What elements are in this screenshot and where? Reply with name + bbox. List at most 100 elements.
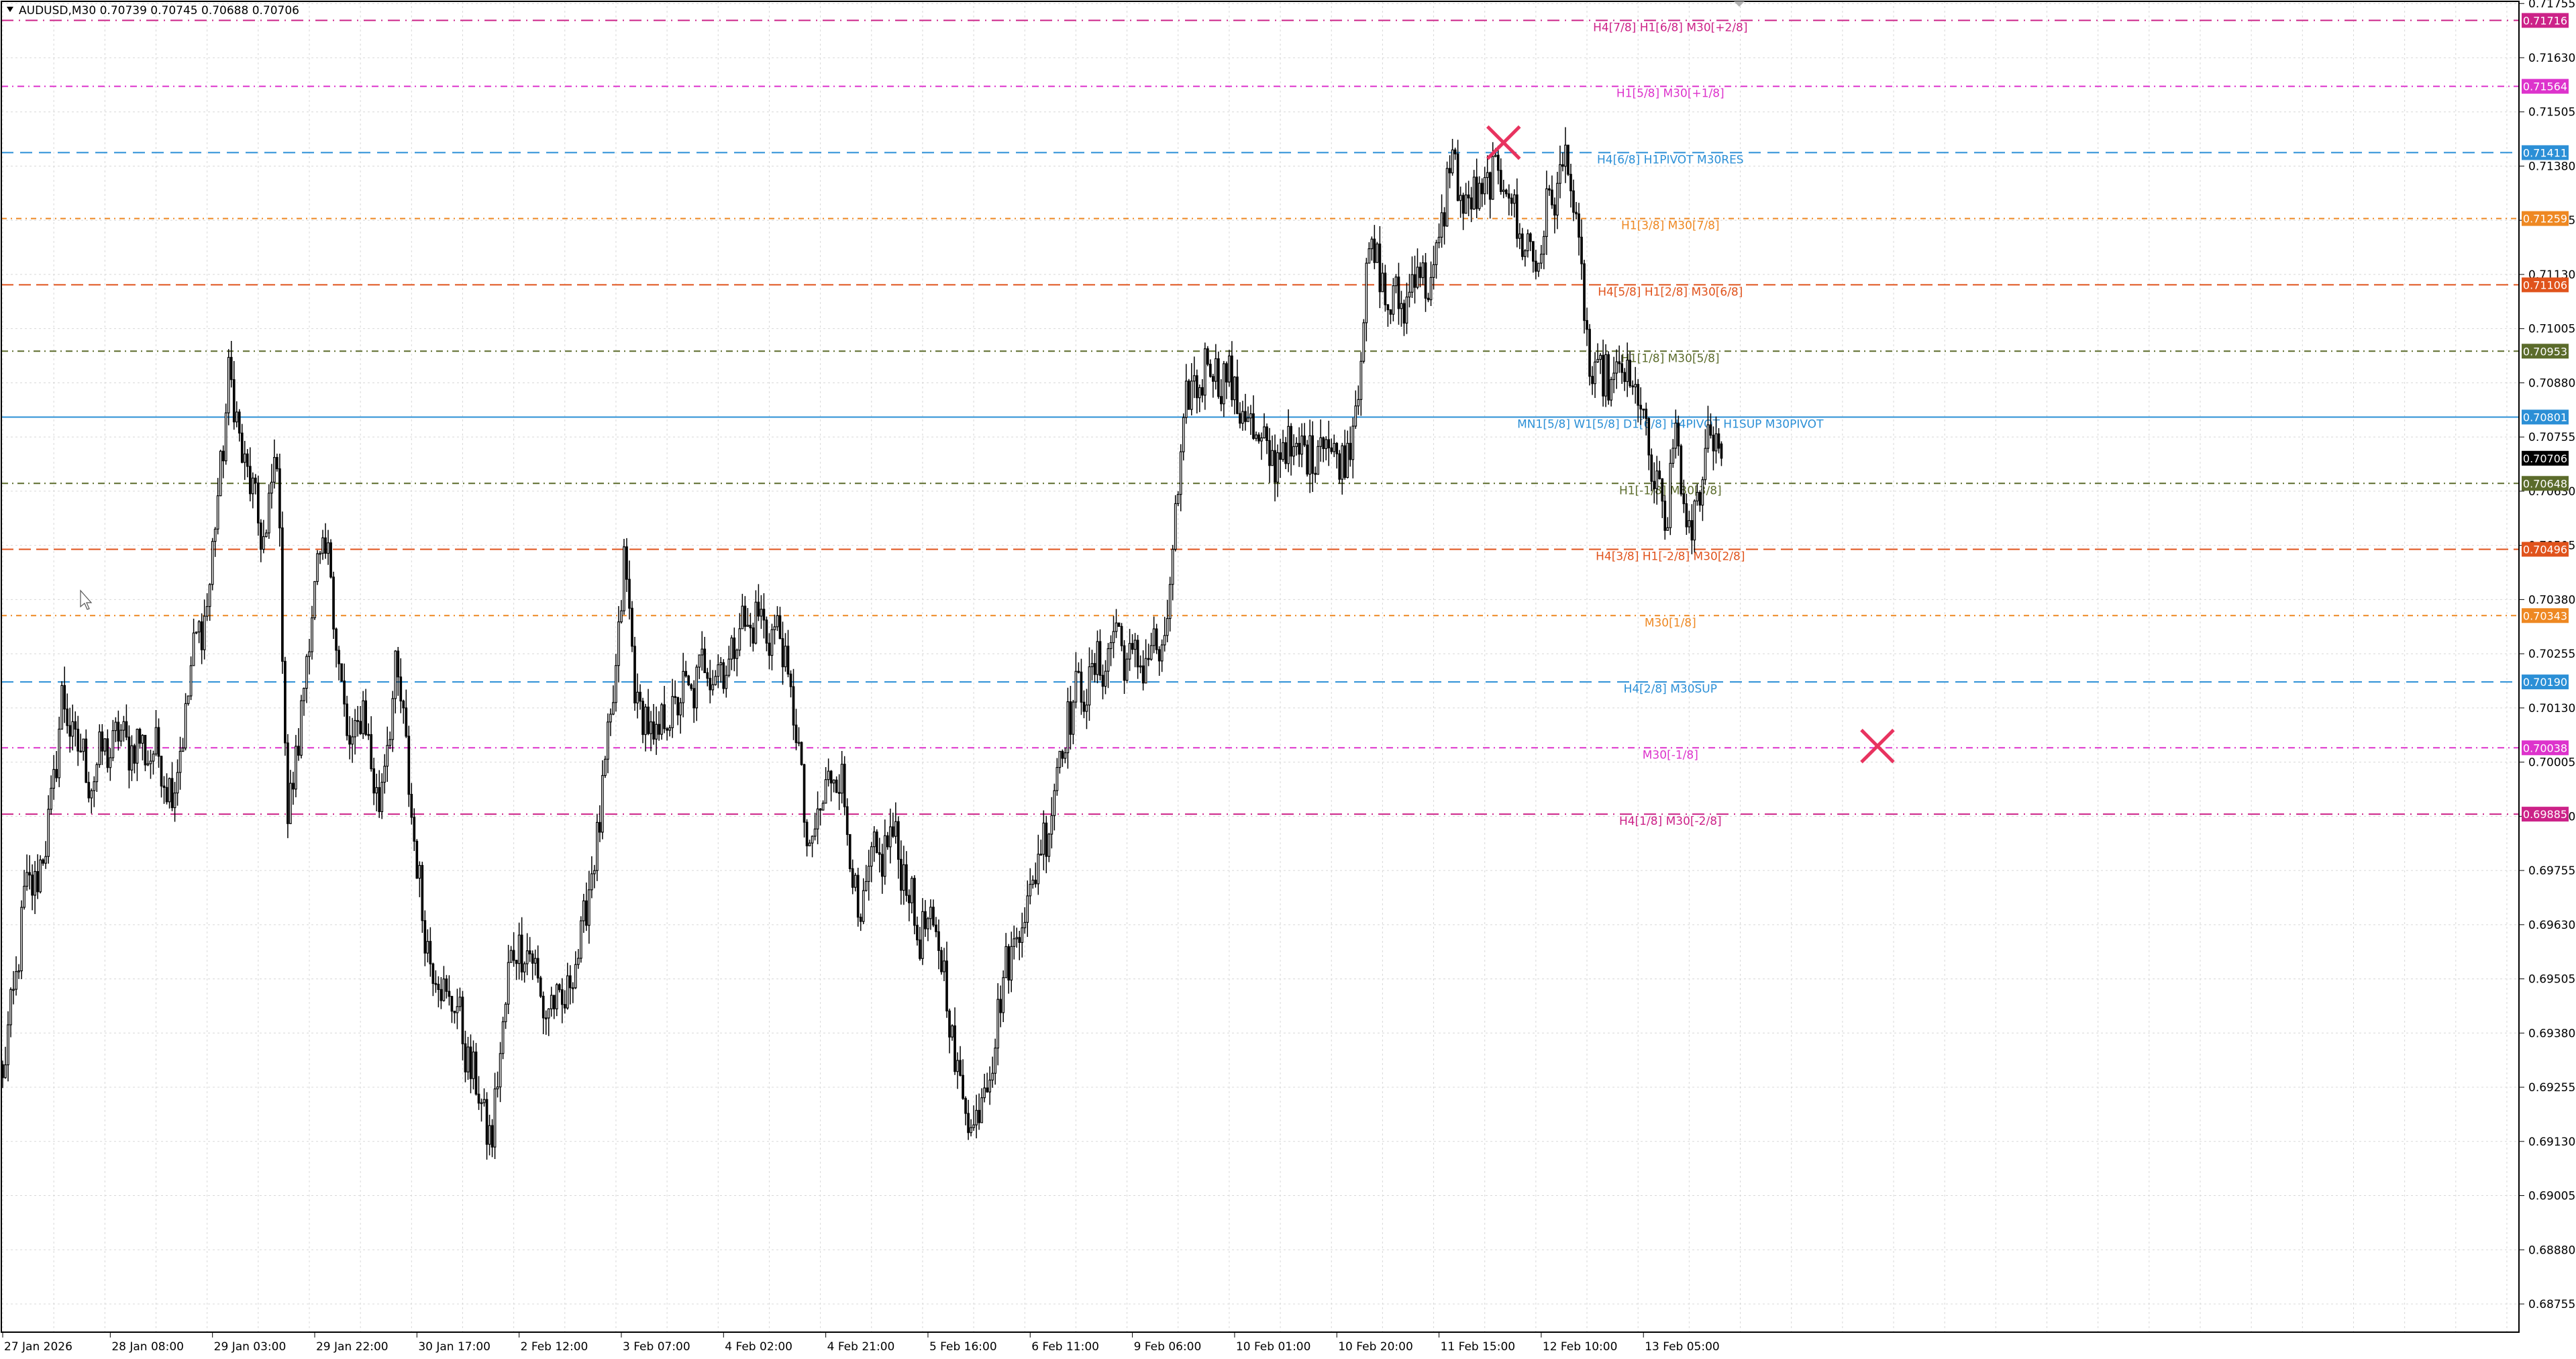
candle-body — [7, 1024, 9, 1066]
candle-body — [719, 662, 723, 666]
candle-body — [1486, 172, 1489, 179]
candle-body — [786, 646, 790, 674]
candle-body — [138, 728, 142, 744]
candle-body — [386, 745, 389, 767]
price-badge-label: 0.69885 — [2523, 808, 2567, 821]
candle-body — [816, 808, 819, 829]
price-badge-label: 0.71259 — [2523, 213, 2567, 225]
candle-body — [85, 738, 88, 783]
symbol-menu-icon[interactable] — [7, 7, 13, 12]
x-tick-label: 4 Feb 21:00 — [827, 1340, 895, 1354]
candle-body — [652, 721, 655, 740]
price-badge — [2522, 13, 2569, 28]
plot-frame — [1, 1, 2520, 1333]
candle-body — [55, 768, 58, 778]
candle-body — [1163, 635, 1166, 646]
candle-body — [663, 704, 666, 729]
candle-body — [770, 629, 774, 656]
shift-marker-icon[interactable] — [1734, 1, 1745, 7]
candle-body — [146, 763, 150, 766]
candle-body — [703, 648, 707, 673]
candle-body — [819, 808, 822, 811]
candle-body — [1112, 631, 1115, 644]
candle-body — [986, 1087, 988, 1093]
price-badge — [2522, 211, 2569, 226]
candle-body — [593, 870, 596, 874]
candle-body — [1, 1064, 4, 1078]
candle-body — [735, 650, 739, 659]
candle-body — [789, 673, 792, 687]
candle-body — [840, 764, 843, 794]
candle-body — [1252, 413, 1255, 439]
candle-body — [1200, 387, 1204, 396]
candle-body — [187, 695, 190, 704]
candle-body — [458, 997, 462, 1007]
candle-body — [911, 878, 913, 903]
candle-body — [74, 721, 77, 730]
candle-body — [1271, 450, 1274, 466]
candle-body — [1069, 701, 1072, 735]
x-tick-label: 9 Feb 06:00 — [1134, 1340, 1202, 1354]
candle-body — [445, 978, 448, 992]
candle-body — [845, 806, 849, 836]
x-tick-label: 12 Feb 10:00 — [1543, 1340, 1618, 1354]
candle-body — [660, 704, 663, 735]
candle-body — [612, 702, 615, 715]
candle-body — [1575, 211, 1578, 215]
price-badge-label: 0.70648 — [2523, 477, 2567, 490]
candle-body — [983, 1087, 986, 1099]
candle-body — [1685, 503, 1688, 527]
candle-body — [173, 792, 176, 809]
candle-body — [383, 766, 387, 783]
candle-body — [1174, 503, 1177, 550]
candle-body — [1359, 360, 1363, 400]
candle-body — [141, 735, 144, 744]
candle-body — [837, 792, 841, 794]
candle-body — [615, 665, 617, 703]
candle-body — [79, 750, 83, 753]
candle-body — [544, 1017, 548, 1019]
candle-body — [658, 723, 660, 735]
candle-body — [1618, 361, 1620, 364]
candle-body — [327, 542, 329, 554]
candle-body — [875, 832, 878, 854]
price-badge-label: 0.71106 — [2523, 279, 2567, 291]
candle-body — [1405, 296, 1408, 324]
candle-body — [690, 684, 693, 689]
candle-body — [1559, 164, 1561, 184]
candle-body — [517, 934, 521, 964]
candle-body — [1698, 491, 1702, 506]
candle-body — [1706, 424, 1710, 449]
candle-body — [1228, 355, 1231, 383]
candle-body — [335, 628, 338, 651]
candle-body — [1120, 625, 1123, 646]
price-badge — [2522, 145, 2569, 160]
candle-body — [571, 987, 574, 989]
candle-body — [278, 468, 281, 529]
candle-body — [1325, 439, 1328, 450]
x-tick-label: 4 Feb 02:00 — [725, 1340, 792, 1354]
candle-body — [727, 658, 731, 676]
candle-body — [962, 1074, 964, 1099]
candle-body — [1187, 381, 1190, 410]
candle-body — [778, 615, 782, 640]
candle-body — [800, 742, 803, 765]
level-label: H4[1/8] M30[-2/8] — [1619, 815, 1722, 828]
candle-body — [31, 874, 34, 896]
candle-body — [213, 528, 217, 542]
candle-body — [919, 939, 921, 959]
candle-body — [332, 576, 335, 630]
candle-body — [238, 411, 241, 434]
price-badge — [2522, 277, 2569, 293]
y-tick-label: 0.71755 — [2528, 0, 2575, 11]
candle-body — [181, 747, 185, 752]
candle-body — [1496, 154, 1500, 171]
candle-body — [485, 1099, 488, 1145]
candle-body — [1106, 648, 1110, 672]
candle-body — [1298, 442, 1300, 455]
level-label: H1[1/8] M30[5/8] — [1621, 352, 1720, 365]
candle-body — [1109, 642, 1113, 650]
candle-body — [1308, 435, 1312, 475]
candle-body — [970, 1127, 972, 1134]
candle-body — [1284, 442, 1287, 464]
